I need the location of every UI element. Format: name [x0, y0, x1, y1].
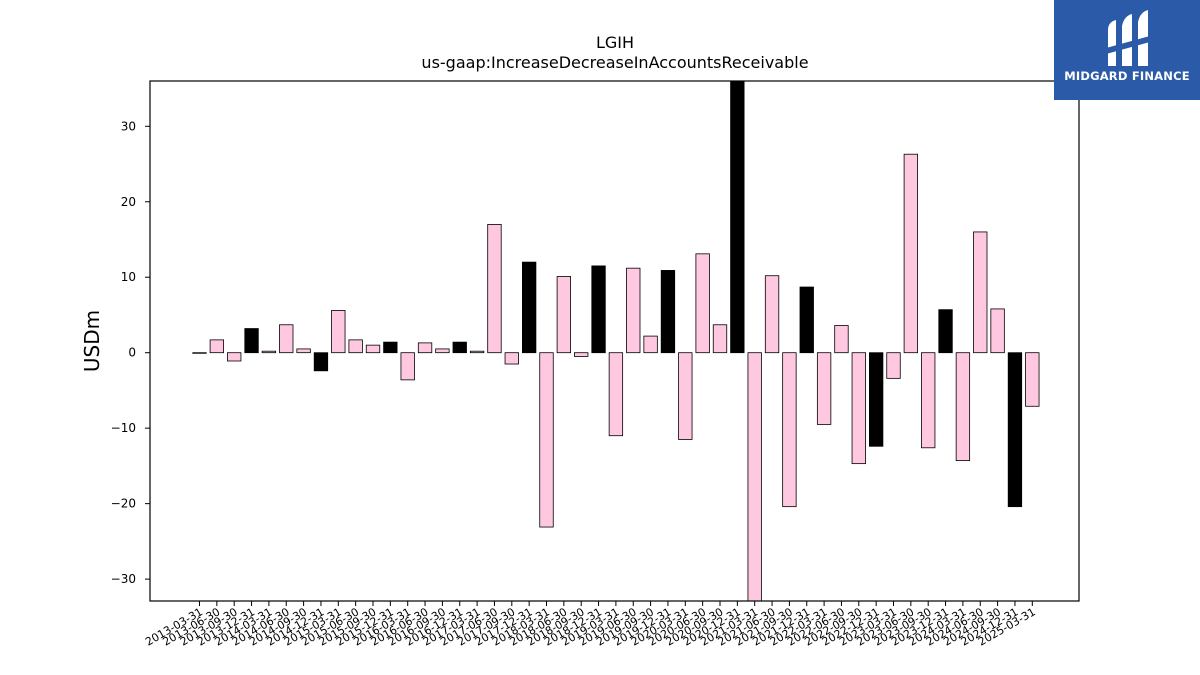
bar-2014-06-30: [279, 324, 294, 354]
y-tick-label: 10: [121, 270, 136, 284]
bar-2024-12-31: [1007, 352, 1023, 508]
bar-2014-12-31: [313, 352, 329, 372]
y-axis-ticks: −30 −20 −10 0 10 20 30: [111, 119, 150, 586]
bar-2021-06-30: [764, 275, 780, 354]
bar-2016-09-30: [435, 348, 450, 354]
bar-2017-12-31: [522, 261, 537, 354]
bar-2023-12-31: [938, 309, 953, 354]
bar-2023-03-31: [886, 352, 901, 379]
bar-2013-06-30: [209, 339, 225, 354]
logo-brand-text: MIDGARD FINANCE: [1064, 69, 1190, 83]
y-tick-label: −30: [111, 572, 136, 586]
bar-2021-09-30: [782, 352, 797, 508]
bar-2014-03-31: [261, 350, 277, 354]
bar-2020-12-31: [730, 80, 745, 354]
bar-2020-03-31: [678, 352, 693, 440]
bar-2013-09-30: [227, 352, 242, 362]
bar-2022-06-30: [834, 325, 849, 354]
bar-2021-12-31: [799, 286, 814, 354]
bar-2025-03-31: [1025, 352, 1040, 407]
bar-2022-12-31: [869, 352, 884, 447]
bar-2018-03-31: [539, 352, 554, 528]
bar-2018-06-30: [556, 276, 571, 354]
bar-2016-12-31: [452, 341, 467, 354]
x-axis-ticks: 2013-03-312013-06-302013-09-302013-12-31…: [143, 601, 1038, 649]
bar-2015-06-30: [348, 339, 363, 354]
bar-2019-09-30: [643, 335, 658, 354]
bar-2023-09-30: [921, 352, 936, 449]
plot-frame: [149, 80, 1080, 602]
brand-logo: MIDGARD FINANCE: [1054, 0, 1200, 100]
bar-2017-06-30: [487, 223, 502, 354]
y-tick-label: 20: [121, 195, 136, 209]
bar-2019-12-31: [660, 270, 676, 354]
bar-2018-12-31: [591, 265, 606, 354]
bar-2022-09-30: [851, 352, 866, 465]
y-axis-label: USDm: [80, 310, 104, 372]
y-tick-label: 30: [121, 119, 136, 133]
bar-2022-03-31: [816, 352, 832, 425]
bar-2017-03-31: [469, 350, 485, 354]
bar-2024-09-30: [990, 308, 1005, 354]
bar-2019-06-30: [626, 267, 641, 354]
bar-2024-06-30: [973, 231, 988, 354]
chart-subtitle: us-gaap:IncreaseDecreaseInAccountsReceiv…: [421, 53, 808, 72]
bar-2015-12-31: [383, 341, 398, 354]
bar-2021-03-31: [747, 352, 762, 602]
bar-2015-09-30: [365, 344, 381, 354]
y-tick-label: 0: [128, 346, 136, 360]
bar-2024-03-31: [955, 352, 971, 462]
y-tick-label: −10: [111, 421, 136, 435]
bar-2018-09-30: [574, 352, 589, 357]
y-tick-label: −20: [111, 497, 136, 511]
bar-2017-09-30: [504, 352, 519, 365]
bar-2015-03-31: [331, 310, 346, 354]
bar-2020-06-30: [695, 253, 710, 354]
bar-2016-03-31: [400, 352, 415, 381]
bar-2013-12-31: [244, 328, 259, 354]
bar-2019-03-31: [608, 352, 624, 437]
bars: [192, 80, 1040, 602]
bar-2014-09-30: [296, 348, 311, 354]
bar-2020-09-30: [712, 324, 728, 354]
bar-2016-06-30: [417, 342, 433, 354]
chart-title: LGIH: [596, 33, 634, 52]
bar-2023-06-30: [903, 153, 918, 354]
bar-2013-03-31: [192, 352, 207, 354]
logo-mark-icon: [1106, 10, 1150, 66]
